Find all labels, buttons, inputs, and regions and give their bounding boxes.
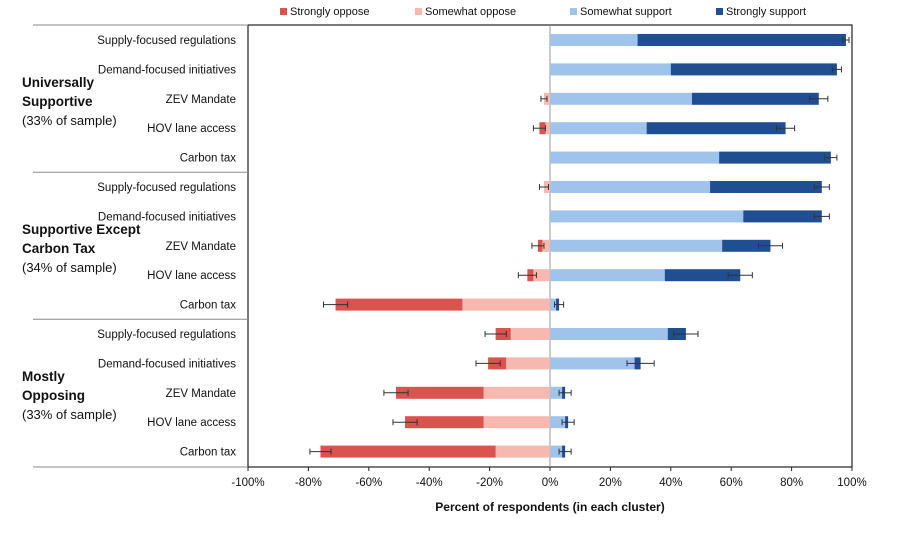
bar-strongly-support xyxy=(637,34,846,46)
bar-somewhat-oppose xyxy=(495,445,550,458)
bar-somewhat-oppose xyxy=(533,269,550,282)
row-label: ZEV Mandate xyxy=(166,388,236,400)
group-name: Carbon Tax xyxy=(22,241,96,256)
bar-strongly-support xyxy=(743,210,822,223)
x-tick-label: -40% xyxy=(416,477,443,489)
bar-strongly-oppose xyxy=(335,298,463,311)
group-sample-note: (33% of sample) xyxy=(22,407,117,422)
legend-label-ms: Somewhat support xyxy=(580,6,672,18)
bar-somewhat-support xyxy=(550,298,557,311)
x-tick-label: 100% xyxy=(837,477,866,489)
row-label: Demand-focused initiatives xyxy=(98,211,236,223)
x-tick-label: -20% xyxy=(476,477,503,489)
legend-label-mo: Somewhat oppose xyxy=(425,6,516,18)
legend-label-ss: Strongly support xyxy=(726,6,806,18)
row-label: ZEV Mandate xyxy=(166,241,236,253)
x-tick-label: -80% xyxy=(295,477,322,489)
bar-somewhat-support xyxy=(550,416,566,429)
legend-swatch-mo xyxy=(415,8,422,15)
bar-somewhat-support xyxy=(550,357,635,370)
bar-somewhat-support xyxy=(550,239,723,252)
bar-strongly-support xyxy=(691,92,819,105)
bar-somewhat-support xyxy=(550,181,711,193)
legend: Strongly oppose Somewhat oppose Somewhat s… xyxy=(280,6,806,18)
group-name: Universally xyxy=(22,75,95,90)
bar-strongly-support xyxy=(710,181,822,193)
row-label: Supply-focused regulations xyxy=(97,35,236,47)
row-labels: Supply-focused regulations Demand-focused… xyxy=(97,35,236,459)
bar-somewhat-oppose xyxy=(545,122,550,135)
row-label: Carbon tax xyxy=(180,300,237,312)
row-label: Supply-focused regulations xyxy=(97,329,236,341)
row-label: ZEV Mandate xyxy=(166,94,236,106)
bar-somewhat-oppose xyxy=(506,357,550,370)
x-axis: Percent of respondents (in each cluster)… xyxy=(231,467,867,514)
legend-swatch-ss xyxy=(716,8,723,15)
x-axis-title: Percent of respondents (in each cluster) xyxy=(435,500,664,514)
bar-somewhat-support xyxy=(550,122,647,135)
group-name: Supportive Except xyxy=(22,222,141,237)
error-bars xyxy=(309,37,850,455)
bar-somewhat-support xyxy=(550,328,668,340)
x-tick-label: 40% xyxy=(659,477,682,489)
bar-somewhat-oppose xyxy=(510,328,550,340)
bar-somewhat-support xyxy=(550,151,720,164)
bar-somewhat-oppose xyxy=(542,239,550,252)
bar-strongly-oppose xyxy=(405,416,484,429)
x-tick-label: 60% xyxy=(720,477,743,489)
bar-strongly-support xyxy=(719,151,831,164)
x-tick-label: 20% xyxy=(599,477,622,489)
bar-strongly-oppose xyxy=(395,386,484,399)
group-sample-note: (33% of sample) xyxy=(22,113,117,128)
legend-label-so: Strongly oppose xyxy=(290,6,370,18)
bar-somewhat-support xyxy=(550,92,692,105)
bar-strongly-support xyxy=(664,269,741,282)
group-name: Opposing xyxy=(22,388,85,403)
bars xyxy=(320,34,846,458)
row-label: Demand-focused initiatives xyxy=(98,358,236,370)
bar-somewhat-oppose xyxy=(483,386,550,399)
x-tick-label: -100% xyxy=(231,477,264,489)
group-labels: Universally Supportive (33% of sample) Supp… xyxy=(22,75,141,422)
legend-swatch-ms xyxy=(570,8,577,15)
group-name: Supportive xyxy=(22,94,93,109)
bar-strongly-support xyxy=(670,63,837,76)
row-label: Supply-focused regulations xyxy=(97,182,236,194)
row-label: Demand-focused initiatives xyxy=(98,64,236,76)
bar-somewhat-support xyxy=(550,34,638,46)
row-label: Carbon tax xyxy=(180,447,237,459)
row-label: HOV lane access xyxy=(147,270,236,282)
bar-strongly-oppose xyxy=(320,445,496,458)
legend-swatch-so xyxy=(280,8,287,15)
row-label: Carbon tax xyxy=(180,153,237,165)
group-name: Mostly xyxy=(22,369,65,384)
bar-somewhat-oppose xyxy=(483,416,550,429)
bar-strongly-support xyxy=(646,122,786,135)
bar-somewhat-oppose xyxy=(462,298,550,311)
row-label: HOV lane access xyxy=(147,417,236,429)
x-tick-label: 0% xyxy=(542,477,559,489)
group-sample-note: (34% of sample) xyxy=(22,260,117,275)
x-tick-label: 80% xyxy=(780,477,803,489)
bar-somewhat-support xyxy=(550,63,671,76)
x-tick-label: -60% xyxy=(355,477,382,489)
row-label: HOV lane access xyxy=(147,123,236,135)
bar-somewhat-support xyxy=(550,210,744,223)
bar-somewhat-support xyxy=(550,269,665,282)
